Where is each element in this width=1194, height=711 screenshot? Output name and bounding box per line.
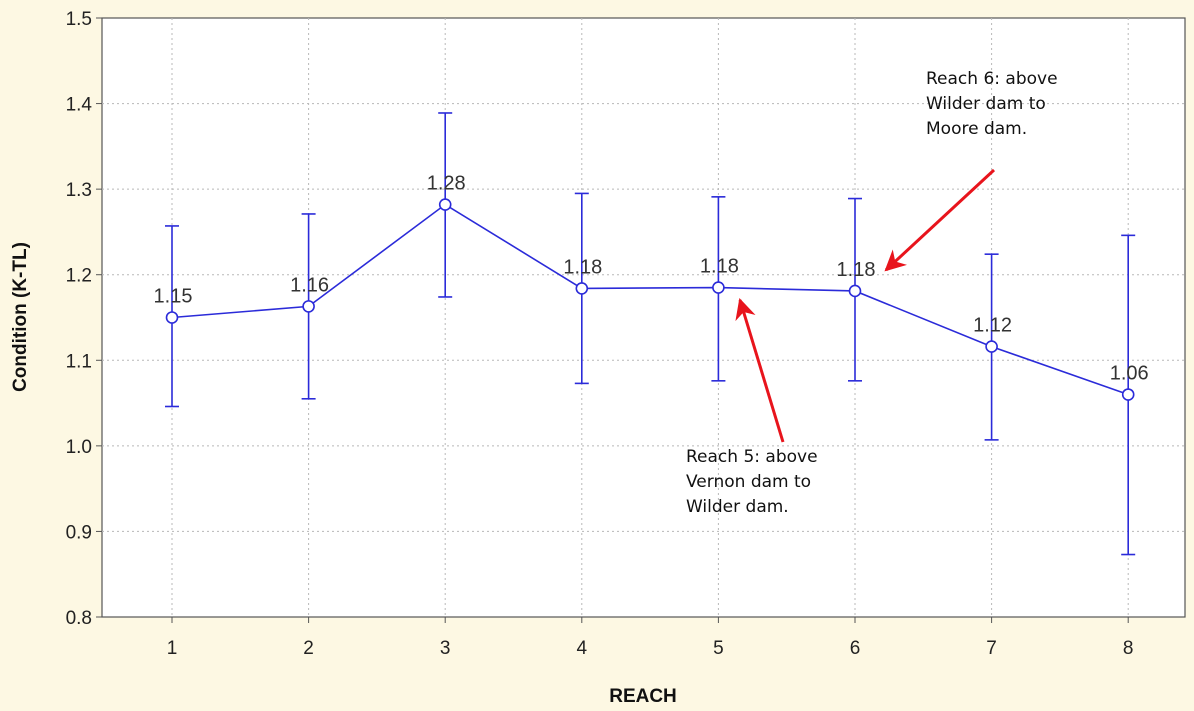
y-tick-label: 1.4 bbox=[66, 95, 93, 116]
data-point bbox=[575, 282, 589, 295]
series-line-layer bbox=[171, 203, 1129, 396]
y-tick-label: 1.5 bbox=[66, 9, 92, 30]
data-label: 1.18 bbox=[837, 259, 876, 281]
x-tick-label: 6 bbox=[850, 638, 861, 659]
x-tick-label: 7 bbox=[986, 638, 997, 659]
series-line bbox=[171, 203, 1129, 396]
annotation-text-line: Wilder dam. bbox=[686, 497, 789, 517]
y-tick-label: 1.0 bbox=[66, 437, 92, 458]
annotation-text-line: Reach 5: above bbox=[686, 447, 818, 467]
x-tick-label: 2 bbox=[303, 638, 314, 659]
x-tick-label: 3 bbox=[440, 638, 451, 659]
data-point bbox=[1121, 388, 1135, 401]
annotation-text-line: Moore dam. bbox=[926, 119, 1027, 139]
y-tick-label: 0.9 bbox=[66, 522, 92, 543]
grid-lines bbox=[102, 18, 1185, 617]
data-label: 1.15 bbox=[154, 286, 193, 308]
x-tick-label: 8 bbox=[1123, 638, 1134, 659]
data-labels: 1.15 1.16 1.28 1.18 1.18 1.18 1.12 1.06 bbox=[154, 173, 1149, 385]
axis-ticks: 0.8 0.9 1.0 1.1 1.2 1.3 1.4 1.5 1 2 3 4 5 6 7 8 bbox=[66, 9, 1134, 659]
y-tick-label: 1.2 bbox=[66, 266, 92, 287]
annotation-text-line: Reach 6: above bbox=[926, 69, 1058, 89]
data-label: 1.06 bbox=[1110, 363, 1149, 385]
y-tick-label: 0.8 bbox=[66, 608, 92, 629]
x-tick-label: 1 bbox=[167, 638, 178, 659]
data-point bbox=[848, 284, 862, 298]
y-tick-label: 1.3 bbox=[66, 180, 92, 201]
x-tick-label: 4 bbox=[577, 638, 588, 659]
y-axis-title: Condition (K-TL) bbox=[10, 242, 31, 392]
y-tick-label: 1.1 bbox=[66, 351, 92, 372]
data-point bbox=[712, 281, 725, 294]
x-tick-label: 5 bbox=[713, 638, 724, 659]
data-point bbox=[165, 311, 179, 324]
x-axis-title: REACH bbox=[609, 686, 677, 707]
annotation-arrow bbox=[884, 168, 996, 272]
plot-background bbox=[101, 17, 1186, 618]
data-point bbox=[302, 300, 315, 313]
data-label: 1.12 bbox=[973, 315, 1012, 337]
data-point bbox=[985, 340, 998, 353]
annotation-text-line: Vernon dam to bbox=[686, 472, 811, 492]
annotation-arrow bbox=[735, 297, 785, 443]
annotation-text-line: Wilder dam to bbox=[926, 94, 1046, 114]
data-label: 1.16 bbox=[290, 274, 329, 296]
annotations: Reach 6: above Wilder dam to Moore dam. Rea… bbox=[686, 69, 1058, 517]
data-points bbox=[165, 198, 1135, 401]
data-label: 1.28 bbox=[427, 173, 466, 195]
data-point bbox=[438, 198, 452, 211]
data-label: 1.18 bbox=[700, 256, 739, 278]
data-label: 1.18 bbox=[563, 256, 602, 278]
